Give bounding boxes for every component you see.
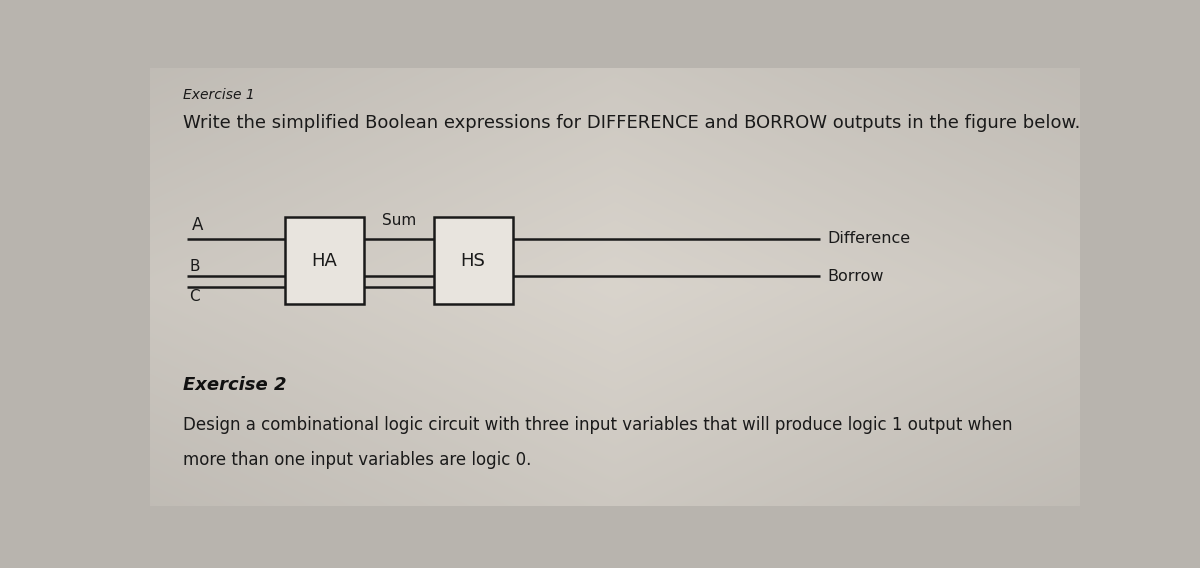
Text: Borrow: Borrow <box>827 269 883 284</box>
Text: Exercise 2: Exercise 2 <box>182 377 286 395</box>
Text: Design a combinational logic circuit with three input variables that will produc: Design a combinational logic circuit wit… <box>182 416 1012 434</box>
Text: Write the simplified Boolean expressions for DIFFERENCE and BORROW outputs in th: Write the simplified Boolean expressions… <box>182 114 1080 132</box>
Bar <box>284 217 364 304</box>
Text: B: B <box>190 259 199 274</box>
Text: Difference: Difference <box>827 231 910 247</box>
Text: Exercise 1: Exercise 1 <box>182 88 254 102</box>
Text: Sum: Sum <box>382 213 416 228</box>
Text: C: C <box>190 289 199 304</box>
Text: HS: HS <box>461 252 486 270</box>
Bar <box>433 217 512 304</box>
Text: more than one input variables are logic 0.: more than one input variables are logic … <box>182 451 530 469</box>
Text: HA: HA <box>312 252 337 270</box>
Text: A: A <box>192 216 203 235</box>
